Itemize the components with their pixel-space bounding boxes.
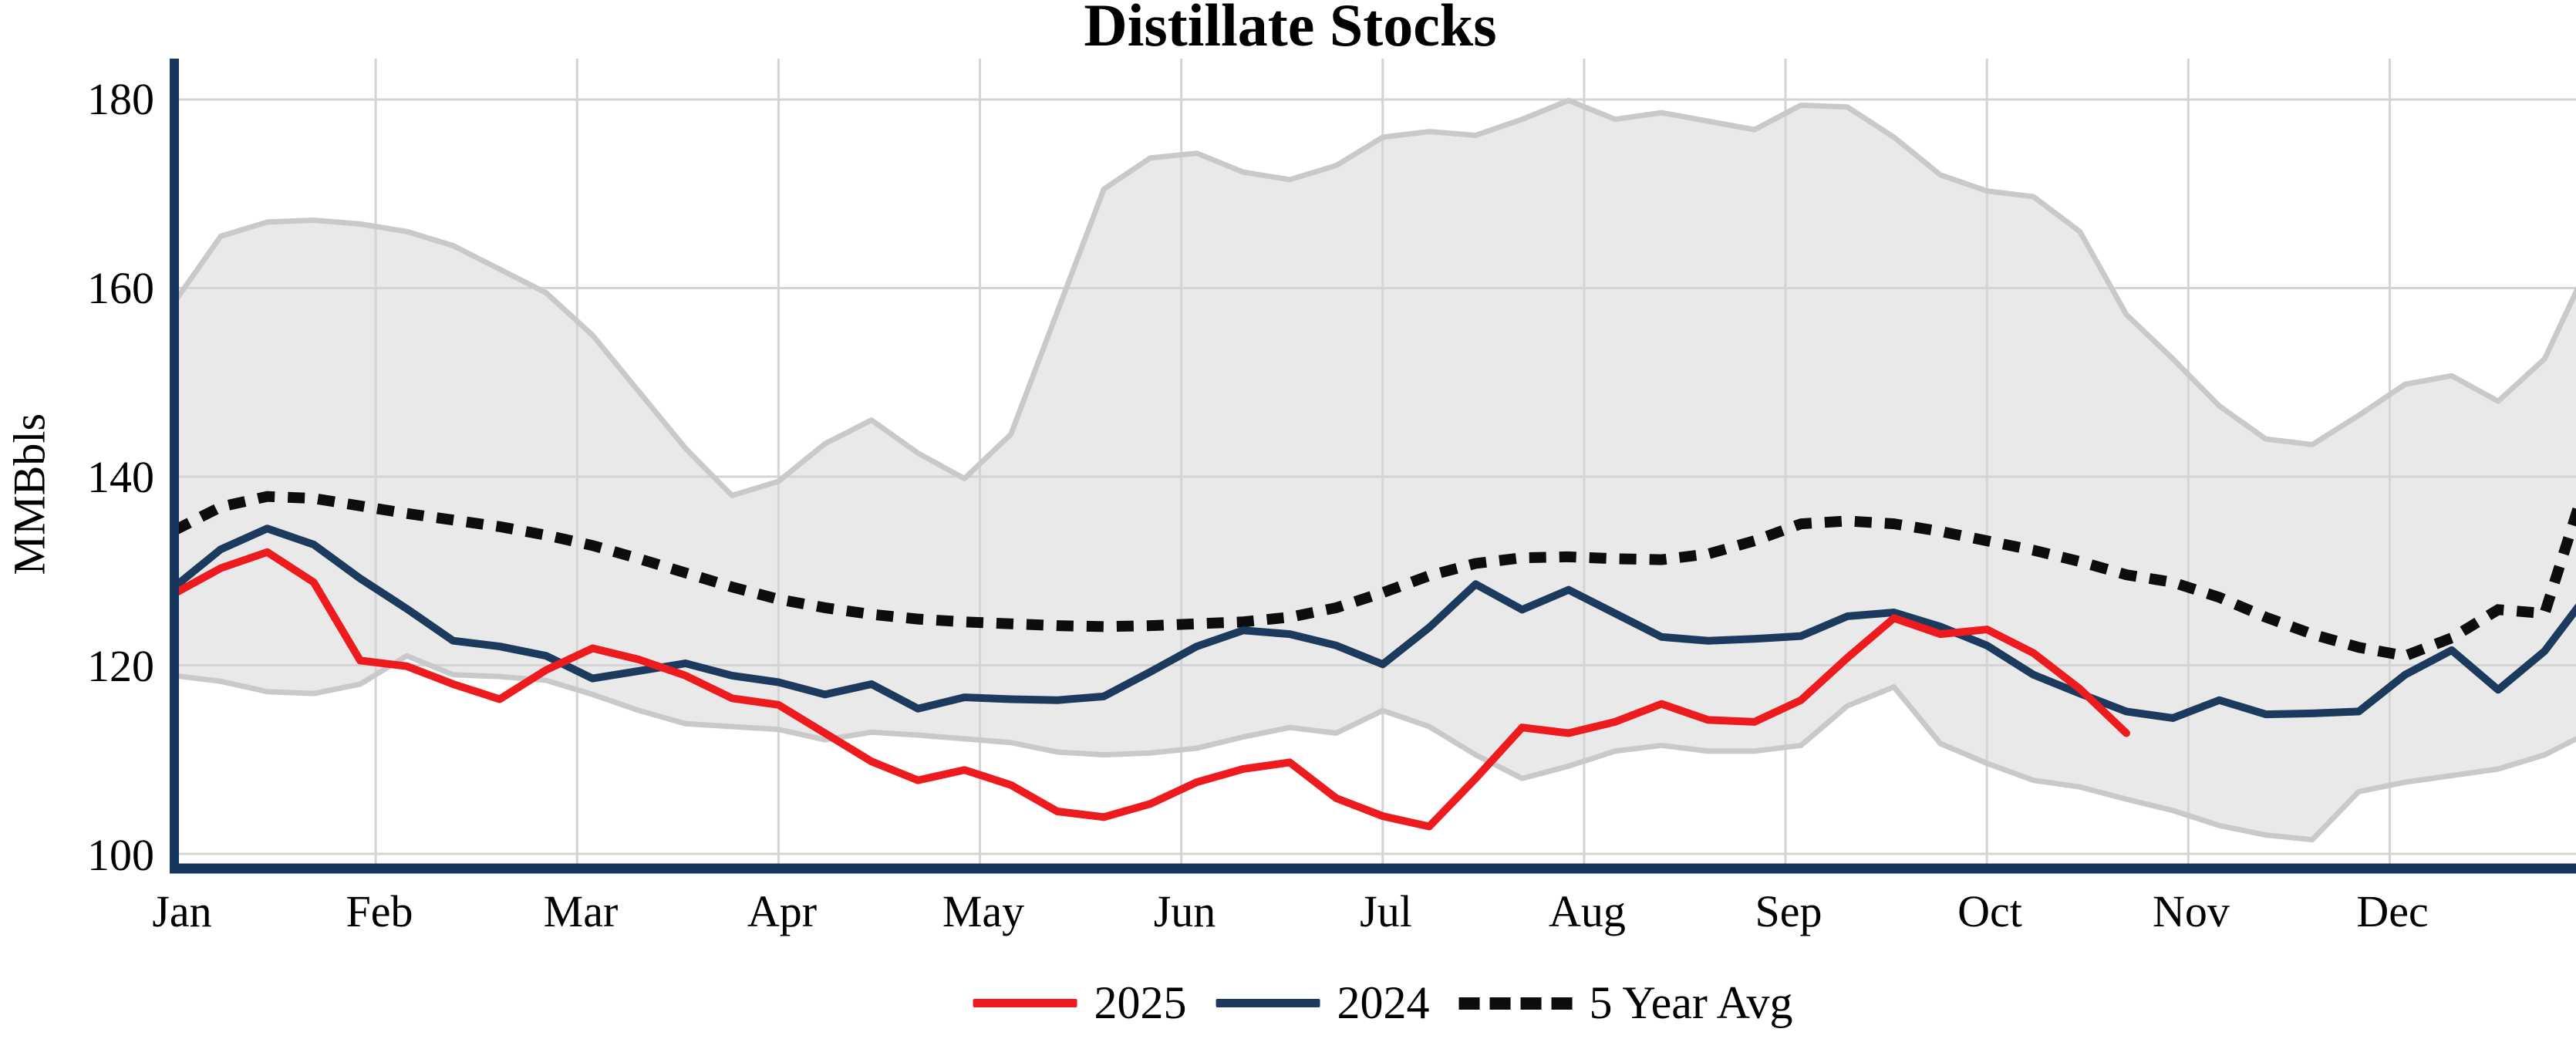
x-tick-oct: Oct [1957, 886, 2022, 936]
x-tick-dec: Dec [2356, 886, 2429, 936]
y-tick-100: 100 [87, 830, 154, 880]
y-tick-140: 140 [87, 452, 154, 502]
band-upper-edge [174, 97, 2576, 498]
chart-legend: 2025 2024 5 Year Avg [973, 976, 1793, 1030]
x-tick-may: May [942, 886, 1025, 936]
legend-2024-label: 2024 [1337, 977, 1430, 1028]
legend-5yr-avg-dotted-swatch [1458, 997, 1573, 1010]
x-tick-apr: Apr [747, 886, 818, 936]
legend-2024-line-swatch [1216, 999, 1320, 1007]
legend-2025-label: 2025 [1094, 977, 1187, 1028]
legend-5yr-avg-label: 5 Year Avg [1589, 977, 1793, 1028]
x-tick-jun: Jun [1153, 886, 1216, 936]
x-tick-jul: Jul [1360, 886, 1412, 936]
line-5-year-avg [174, 491, 2576, 662]
five-year-range-band [174, 100, 2576, 840]
line-2024 [174, 524, 2576, 722]
y-tick-180: 180 [87, 74, 154, 124]
legend-2025-line-swatch [973, 999, 1077, 1007]
y-tick-160: 160 [87, 263, 154, 313]
x-tick-sep: Sep [1755, 886, 1822, 936]
chart-title: Distillate Stocks [1084, 0, 1497, 59]
legend-item-2024: 2024 [1216, 976, 1430, 1030]
x-tick-aug: Aug [1549, 886, 1626, 936]
x-tick-nov: Nov [2153, 886, 2230, 936]
legend-item-2025: 2025 [973, 976, 1187, 1030]
x-tick-jan: Jan [152, 886, 212, 936]
x-tick-mar: Mar [543, 886, 619, 936]
legend-item-5yr-avg: 5 Year Avg [1458, 976, 1793, 1030]
y-tick-120: 120 [87, 641, 154, 691]
band-lower-edge [174, 653, 2576, 843]
x-tick-feb: Feb [346, 886, 413, 936]
plot-region [174, 59, 2576, 869]
line-2025 [174, 548, 2130, 831]
